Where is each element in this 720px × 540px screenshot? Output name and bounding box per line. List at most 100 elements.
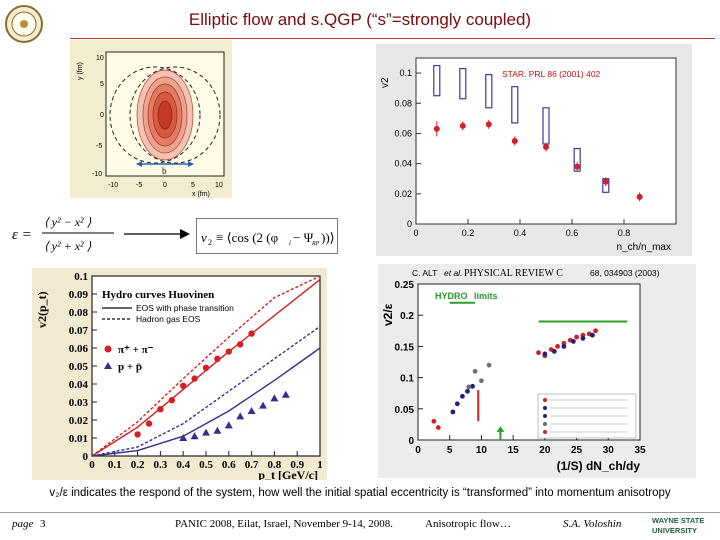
y-tick-label: 0.05 [395,405,415,416]
legend-entry: π⁺ + π⁻ [118,344,154,356]
y-axis-label: y (fm) [77,62,84,80]
hydro-label: HYDRO [435,291,468,301]
eps-chart-svg: C. ALT et al. PHYSICAL REVIEW C 68, 034903 … [381,268,660,473]
data-point [574,163,581,170]
footer-page-number: 3 [40,518,46,530]
proton-data-point [202,428,210,436]
pion-data-point [225,348,232,355]
x-tick: -5 [136,182,142,189]
pion-data-point [214,355,221,362]
legend-title: Hydro curves Huovinen [102,289,214,301]
data-point [571,339,576,344]
y-tick-label: 0.09 [69,289,89,301]
pion-data-point [191,375,198,382]
y-tick-label: 0.04 [69,379,89,391]
header-journal: PHYSICAL REVIEW C [464,268,563,279]
eccentricity-lhs: ε = [12,227,32,243]
header-etal: et al. [444,268,462,278]
y-tick-label: 0.07 [69,325,89,337]
proton-data-point [247,407,256,414]
pion-data-point [157,406,164,413]
hydro-band-bar [485,74,493,109]
slide-title: Elliptic flow and s.QGP (“s”=strongly co… [188,10,532,29]
data-point [602,178,609,185]
x-tick-label: 35 [634,445,646,456]
svg-text:WAYNE STATE: WAYNE STATE [652,516,704,525]
pt-chart-svg: 0 0.01 0.02 0.03 0.04 0.05 0.06 0.07 0.08 0.09 0.1… [35,271,323,480]
y-tick-label: 0 [408,436,414,447]
x-tick-label: 0.8 [268,459,282,471]
x-tick-label: 15 [508,445,520,456]
limits-label: limits [474,291,498,301]
pion-data-point [202,364,210,371]
x-tick-label: 10 [476,445,488,456]
data-point [459,122,466,129]
x-tick-label: 0.4 [514,228,527,238]
y-tick-label: 0.01 [69,433,88,445]
hydro-band-bar [573,147,581,172]
x-tick-label: 0.7 [245,459,259,471]
data-point [466,384,472,390]
v2-eps-density-chart: C. ALT et al. PHYSICAL REVIEW C 68, 034903 … [378,264,696,478]
y-tick-label: 0.05 [69,361,89,373]
v2-i-subscript: i [289,239,291,247]
proton-data-point [236,412,245,420]
proton-data-point [259,401,267,409]
hydro-band-bar [433,64,441,97]
data-point [435,425,441,430]
y-tick: -10 [92,171,102,178]
y-tick-label: 0 [83,451,89,463]
v2-rp-subscript: RP [311,241,320,247]
data-point [561,344,567,349]
proton-data-point [270,394,279,402]
eccentricity-denominator: ⟨ y² + x² ⟩ [44,239,92,253]
data-point [454,401,460,407]
x-axis-label: (1/S) dN_ch/dy [557,459,641,473]
legend-entry: EOS with phase transition [136,303,234,313]
x-tick-label: 0.5 [199,459,213,471]
header-author: C. ALT [412,268,437,278]
x-tick: 5 [191,182,195,189]
data-point [551,348,557,354]
x-tick-label: 1 [317,459,323,471]
pion-data-point [237,341,244,348]
proton-data-point [190,432,199,440]
proton-data-point [213,426,222,434]
x-axis-label: p_t [GeV/c] [258,468,318,480]
eccentricity-formula: ε = ⟨ y² − x² ⟩ ⟨ y² + x² ⟩ [10,206,118,261]
footer-author: S.A. Voloshin [563,518,622,530]
x-axis-label: n_ch/n_max [617,242,671,253]
data-point [542,351,548,357]
hydro-curve [91,325,321,457]
title-divider [70,38,715,39]
data-point [460,393,465,399]
footer-conference: PANIC 2008, Eilat, Israel, November 9-14… [175,518,394,530]
wayne-state-logo: WAYNE STATE UNIVERSITY [652,516,704,535]
footer-divider [0,512,720,513]
data-point [590,332,595,338]
x-tick: 10 [215,182,223,189]
y-tick-label: 0.03 [69,397,89,409]
hydro-curve [91,347,321,457]
proton-data-point [224,421,233,429]
data-point [470,383,475,389]
x-tick-label: 0.6 [566,228,579,238]
v2-rhs: ≡ ⟨cos (2 (φ [216,230,278,245]
svg-text:UNIVERSITY: UNIVERSITY [652,526,697,535]
y-tick-label: 0.06 [69,343,89,355]
data-point [479,378,484,384]
footer-topic: Anisotropic flow… [425,518,511,530]
star-v2-centrality-chart: 0 0.02 0.04 0.06 0.08 0.1 0 0.2 0.4 0.6 0.8 n_ch/n_… [376,44,692,256]
y-tick-label: 0.15 [395,342,415,353]
header-reference: 68, 034903 (2003) [590,268,660,278]
y-axis-label: v2 [380,77,391,88]
x-tick-label: 0 [89,459,95,471]
data-point [593,328,598,334]
legend-marker [543,430,547,434]
y-tick-label: 0.1 [400,374,414,385]
arrow-icon [122,226,192,242]
x-tick-label: 5 [447,445,453,456]
x-tick-label: 0.1 [108,459,122,471]
legend-marker [543,414,547,418]
y-tick-label: 0.02 [69,415,89,427]
